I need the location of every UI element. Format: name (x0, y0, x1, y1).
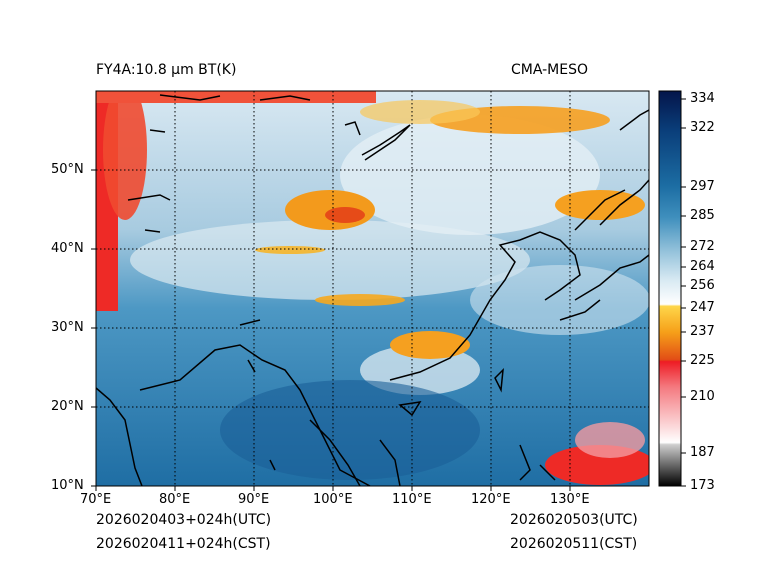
colorbar-label: 322 (690, 120, 715, 135)
lon-tick-label: 70°E (80, 492, 112, 507)
lon-tick-label: 120°E (471, 492, 511, 507)
left-title: FY4A:10.8 µm BT(K) (96, 62, 237, 78)
init-time-cst: 2026020411+024h(CST) (96, 536, 271, 552)
colorbar-label: 237 (690, 324, 715, 339)
lat-tick-label: 50°N (51, 162, 84, 177)
lat-tick-label: 40°N (51, 241, 84, 256)
colorbar (658, 90, 682, 487)
colorbar-ticks (681, 98, 686, 487)
colorbar-label: 173 (690, 478, 715, 493)
lon-tick-label: 130°E (550, 492, 590, 507)
init-time-utc: 2026020403+024h(UTC) (96, 512, 272, 528)
axis-ticks (91, 169, 571, 491)
colorbar-label: 210 (690, 389, 715, 404)
right-title: CMA-MESO (511, 62, 589, 78)
colorbar-label: 225 (690, 353, 715, 368)
colorbar-label: 264 (690, 259, 715, 274)
valid-time-utc: 2026020503(UTC) (510, 512, 638, 528)
colorbar-label: 247 (690, 300, 715, 315)
colorbar-label: 272 (690, 239, 715, 254)
colorbar-label: 256 (690, 278, 715, 293)
graticule (96, 91, 649, 486)
brightness-temperature-field (96, 91, 649, 486)
coastlines (96, 94, 649, 486)
colorbar-label: 297 (690, 179, 715, 194)
map-frame (95, 90, 650, 487)
colorbar-label: 334 (690, 91, 715, 106)
colorbar-label: 285 (690, 208, 715, 223)
lat-tick-label: 20°N (51, 399, 84, 414)
valid-time-cst: 2026020511(CST) (510, 536, 638, 552)
lon-tick-label: 100°E (313, 492, 353, 507)
lon-tick-label: 110°E (392, 492, 432, 507)
lon-tick-label: 90°E (238, 492, 270, 507)
lat-tick-label: 10°N (51, 478, 84, 493)
colorbar-label: 187 (690, 445, 715, 460)
lon-tick-label: 80°E (159, 492, 191, 507)
lat-tick-label: 30°N (51, 320, 84, 335)
